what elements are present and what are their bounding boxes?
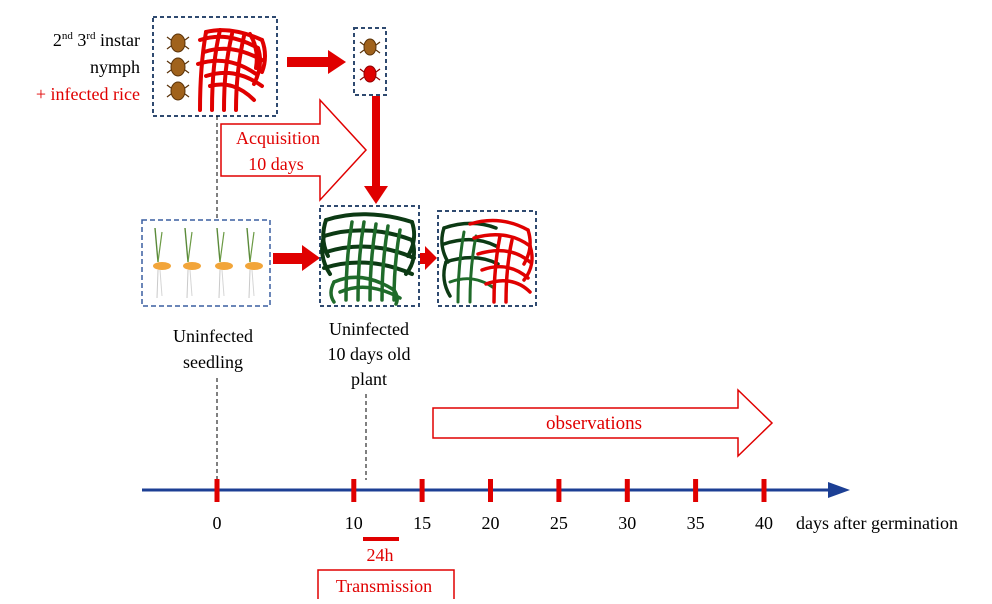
timeline-tick-label: 10 [345,513,363,533]
nymph-label-line3: + infected rice [36,84,140,104]
nymph-icon [166,81,190,101]
seedling-icon [183,227,201,299]
seedling-icons [153,227,263,299]
infected-nymph-box [353,27,387,96]
timeline-tick-label: 40 [755,513,773,533]
timeline-tick [488,479,493,502]
timeline-tick-label: 25 [550,513,568,533]
timeline-tick-label: 20 [482,513,500,533]
transmission-duration: 24h [367,545,394,565]
infected-nymph-icon [359,65,381,83]
timeline-tick-label: 35 [687,513,705,533]
timeline-tick-label: 15 [413,513,431,533]
timeline-tick [693,479,699,502]
seedling-icon [245,227,263,299]
nymph-icon [166,33,190,53]
seedling-label-line1: Uninfected [173,326,253,346]
arrow-down-to-plant [364,96,388,204]
timeline-ticks: 0 10 15 20 25 30 35 40 [213,479,773,533]
infected-plant-icon [440,218,534,304]
seedling-icon [153,227,171,299]
acquisition-arrow [220,98,368,202]
plant-label-line1: Uninfected [329,319,409,339]
seedling-label-line2: seedling [183,352,243,372]
timeline-tick [624,479,630,502]
observations-label: observations [546,413,642,434]
nymph-label-line2: nymph [90,57,140,77]
timeline-tick-label: 30 [618,513,636,533]
plant-label-line2: 10 days old [328,344,411,364]
timeline-unit-label: days after germination [796,513,958,533]
timeline-tick-label: 0 [213,513,222,533]
timeline-tick [214,479,220,502]
infected-rice-icon [196,28,267,112]
nymph-label-line1: 2nd 3rd instar [53,30,140,50]
acquisition-line2: 10 days [248,154,304,174]
seedling-icon [215,227,233,299]
observations-arrow [432,388,774,458]
arrow-to-nymph-box [287,50,346,74]
plant-label-line3: plant [351,369,387,389]
nymph-icon [359,38,381,56]
timeline-tick [419,479,425,502]
timeline-tick [556,479,562,502]
transmission-box [317,569,455,601]
nymph-icon [166,57,190,77]
transmission-label: Transmission [336,576,432,596]
arrow-to-infected-plant [420,246,437,270]
green-rice-icon [320,212,417,306]
transmission-duration-bar [363,537,399,541]
timeline-tick [351,479,357,502]
arrow-to-plant [273,245,320,271]
timeline-arrowhead [828,482,850,498]
acquisition-line1: Acquisition [236,128,320,148]
nymph-icons [166,33,190,101]
timeline-tick [761,479,767,502]
